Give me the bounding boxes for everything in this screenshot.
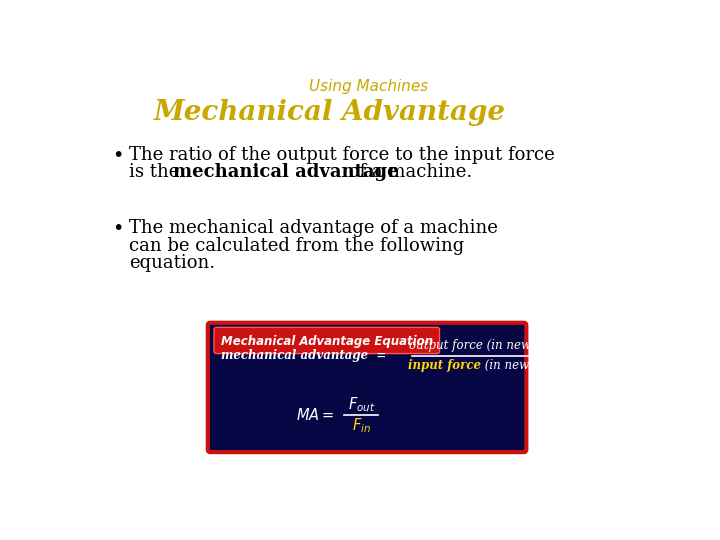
Text: is the: is the (129, 164, 185, 181)
Text: equation.: equation. (129, 254, 215, 272)
Text: Mechanical Advantage Equation: Mechanical Advantage Equation (221, 335, 433, 348)
Text: $\mathit{F_{in}}$: $\mathit{F_{in}}$ (352, 416, 371, 435)
Text: (in newtons): (in newtons) (482, 360, 559, 373)
Text: •: • (112, 219, 123, 238)
Text: output force (in newtons): output force (in newtons) (409, 339, 562, 353)
Text: The mechanical advantage of a machine: The mechanical advantage of a machine (129, 219, 498, 237)
Text: Using Machines: Using Machines (310, 79, 428, 93)
Text: Mechanical Advantage: Mechanical Advantage (154, 99, 506, 126)
Text: •: • (112, 146, 123, 165)
Text: $\mathit{F_{out}}$: $\mathit{F_{out}}$ (348, 395, 375, 414)
Text: mechanical advantage: mechanical advantage (173, 164, 399, 181)
Text: $\mathit{MA}=$: $\mathit{MA}=$ (296, 407, 334, 423)
FancyBboxPatch shape (214, 327, 439, 354)
Text: input force: input force (408, 360, 482, 373)
Text: The ratio of the output force to the input force: The ratio of the output force to the inp… (129, 146, 554, 164)
Text: mechanical advantage  =: mechanical advantage = (221, 349, 386, 362)
FancyBboxPatch shape (208, 323, 526, 452)
Text: can be calculated from the following: can be calculated from the following (129, 237, 464, 254)
Text: of a machine.: of a machine. (343, 164, 472, 181)
